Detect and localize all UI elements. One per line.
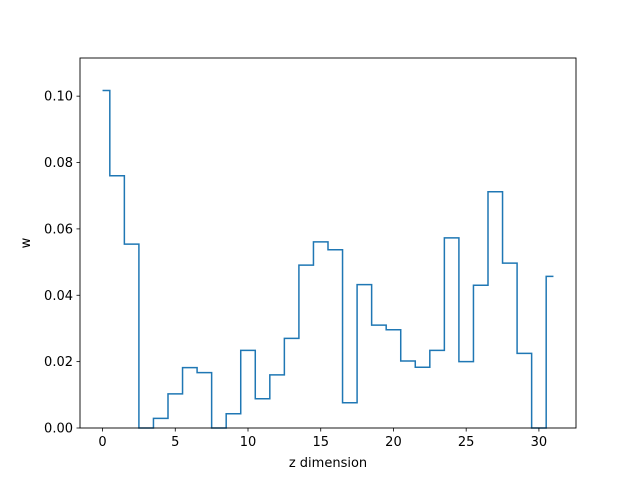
series-line-0 (102, 89, 554, 429)
x-tick-label: 5 (171, 435, 179, 450)
y-tick-label: 0.08 (44, 156, 73, 171)
x-tick-label: 20 (385, 435, 402, 450)
x-axis: 0 5 10 15 20 25 30 (98, 428, 547, 450)
plot-frame (79, 57, 577, 429)
plot-marks (102, 89, 554, 429)
y-axis: 0.00 0.02 0.04 0.06 0.08 0.10 (44, 90, 80, 437)
y-axis-label: w (19, 237, 34, 248)
y-tick-label: 0.10 (44, 90, 73, 105)
x-tick-label: 25 (458, 435, 475, 450)
y-tick-label: 0.06 (44, 222, 73, 237)
y-tick-label: 0.04 (44, 289, 73, 304)
x-tick-label: 15 (312, 435, 329, 450)
x-axis-label: z dimension (289, 456, 367, 471)
y-tick-label: 0.00 (44, 422, 73, 437)
x-tick-label: 10 (240, 435, 257, 450)
x-tick-label: 30 (531, 435, 548, 450)
y-tick-label: 0.02 (44, 355, 73, 370)
x-tick-label: 0 (98, 435, 106, 450)
